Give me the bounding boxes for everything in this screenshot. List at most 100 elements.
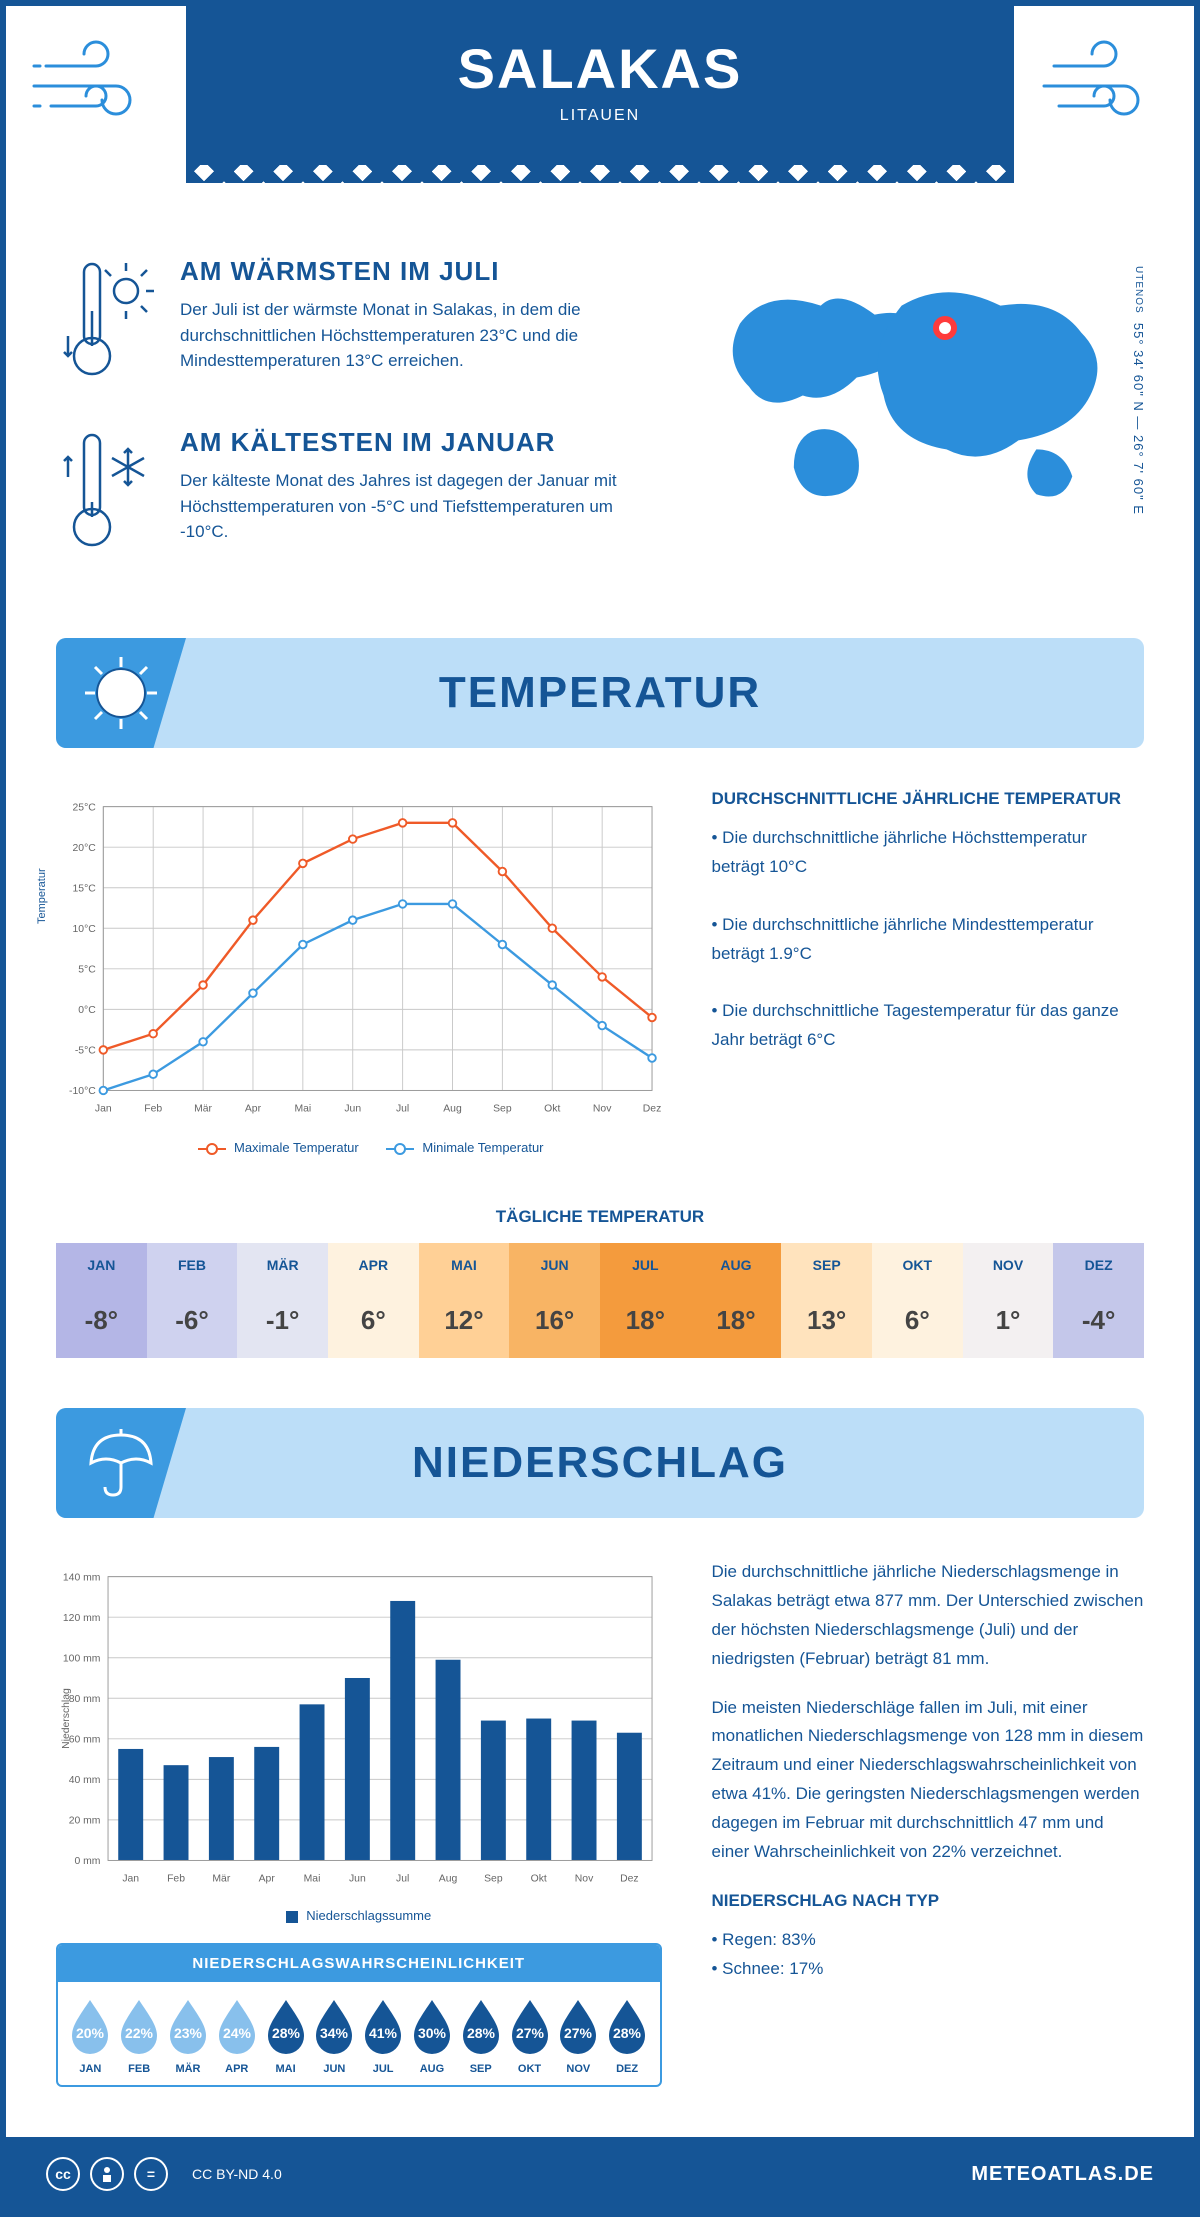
prob-drop: 34% JUN [312,1998,357,2075]
svg-text:Mai: Mai [294,1103,311,1114]
svg-text:28%: 28% [613,2025,642,2041]
svg-text:Jan: Jan [95,1103,112,1114]
svg-text:28%: 28% [272,2025,301,2041]
svg-text:27%: 27% [564,2025,593,2041]
svg-text:10°C: 10°C [73,924,97,935]
sun-icon [56,638,186,748]
cc-license: cc = CC BY-ND 4.0 [46,2157,282,2191]
country-subtitle: LITAUEN [206,107,994,125]
svg-text:Mär: Mär [212,1873,230,1884]
svg-text:20 mm: 20 mm [69,1816,101,1827]
site-name: METEOATLAS.DE [971,2163,1154,2186]
coldest-text: Der kälteste Monat des Jahres ist dagege… [180,468,655,545]
precip-header: NIEDERSCHLAG [56,1408,1144,1518]
svg-text:Aug: Aug [439,1873,458,1884]
precip-bar-chart: 0 mm 20 mm 40 mm 60 mm 80 mm 100 mm 120 mm 140 … [56,1558,662,1898]
svg-text:20°C: 20°C [73,843,97,854]
precip-title: NIEDERSCHLAG [412,1438,788,1488]
svg-text:Okt: Okt [544,1103,560,1114]
svg-text:28%: 28% [467,2025,496,2041]
svg-text:34%: 34% [320,2025,349,2041]
prob-drop: 27% NOV [556,1998,601,2075]
svg-text:140 mm: 140 mm [63,1572,101,1583]
svg-text:5°C: 5°C [78,965,96,976]
prob-drop: 20% JAN [68,1998,113,2075]
intro-section: AM WÄRMSTEN IM JULI Der Juli ist der wär… [6,226,1194,638]
svg-text:-10°C: -10°C [69,1086,96,1097]
svg-text:25°C: 25°C [73,802,97,813]
svg-text:Feb: Feb [167,1873,185,1884]
svg-text:60 mm: 60 mm [69,1735,101,1746]
svg-text:Mai: Mai [304,1873,321,1884]
svg-text:Aug: Aug [443,1103,462,1114]
temperature-stats: DURCHSCHNITTLICHE JÄHRLICHE TEMPERATUR •… [712,788,1145,1167]
svg-text:Apr: Apr [259,1873,276,1884]
header: SALAKAS LITAUEN [6,6,1194,226]
svg-text:0°C: 0°C [78,1005,96,1016]
svg-text:Jun: Jun [349,1873,366,1884]
coordinates: UTENOS 55° 34' 60" N — 26° 7' 60" E [1131,256,1146,525]
title-band: SALAKAS LITAUEN [186,6,1014,165]
svg-text:Apr: Apr [245,1103,262,1114]
coldest-fact: AM KÄLTESTEN IM JANUAR Der kälteste Mona… [56,427,655,562]
svg-text:Jan: Jan [122,1873,139,1884]
svg-text:Nov: Nov [575,1873,594,1884]
temperature-line-chart: Temperatur -10°C-5°C0°C5°C10°C15°C20°C25… [56,788,662,1128]
daily-temp-table: JAN-8°FEB-6°MÄR-1°APR6°MAI12°JUN16°JUL18… [56,1243,1144,1358]
infographic-frame: SALAKAS LITAUEN AM WÄRMSTEN IM JULI Der … [0,0,1200,2217]
svg-text:24%: 24% [223,2025,252,2041]
temperature-content: Temperatur -10°C-5°C0°C5°C10°C15°C20°C25… [6,748,1194,1187]
svg-text:-5°C: -5°C [75,1046,96,1057]
svg-text:100 mm: 100 mm [63,1654,101,1665]
svg-text:Sep: Sep [484,1873,503,1884]
location-marker [933,316,957,340]
svg-text:0 mm: 0 mm [74,1856,100,1867]
prob-drop: 23% MÄR [166,1998,211,2075]
svg-text:Okt: Okt [531,1873,547,1884]
coldest-title: AM KÄLTESTEN IM JANUAR [180,427,655,458]
svg-text:15°C: 15°C [73,884,97,895]
wind-icon [1034,26,1174,146]
svg-text:Niederschlag: Niederschlag [61,1688,72,1749]
svg-text:23%: 23% [174,2025,203,2041]
precip-content: 0 mm 20 mm 40 mm 60 mm 80 mm 100 mm 120 mm 140 … [6,1518,1194,2107]
thermometer-sun-icon [56,256,156,391]
svg-text:120 mm: 120 mm [63,1613,101,1624]
temperature-header: TEMPERATUR [56,638,1144,748]
warmest-text: Der Juli ist der wärmste Monat in Salaka… [180,297,655,374]
svg-text:Dez: Dez [643,1103,661,1114]
cc-icon: cc [46,2157,80,2191]
city-title: SALAKAS [206,36,994,101]
world-map [695,256,1144,526]
prob-drop: 28% MAI [263,1998,308,2075]
thermometer-snow-icon [56,427,156,562]
chart-legend: Maximale Temperatur Minimale Temperatur [56,1128,662,1167]
svg-text:80 mm: 80 mm [69,1694,101,1705]
temperature-title: TEMPERATUR [439,668,761,718]
svg-text:20%: 20% [76,2025,105,2041]
prob-drop: 28% DEZ [605,1998,650,2075]
svg-text:Feb: Feb [144,1103,162,1114]
svg-text:Jul: Jul [396,1103,409,1114]
svg-text:22%: 22% [125,2025,154,2041]
svg-text:27%: 27% [516,2025,545,2041]
svg-text:Jul: Jul [396,1873,409,1884]
prob-drop: 41% JUL [361,1998,406,2075]
warmest-fact: AM WÄRMSTEN IM JULI Der Juli ist der wär… [56,256,655,391]
prob-drop: 27% OKT [507,1998,552,2075]
umbrella-icon [56,1408,186,1518]
warmest-title: AM WÄRMSTEN IM JULI [180,256,655,287]
svg-text:Dez: Dez [620,1873,638,1884]
svg-text:Jun: Jun [344,1103,361,1114]
svg-text:40 mm: 40 mm [69,1775,101,1786]
daily-temp-title: TÄGLICHE TEMPERATUR [6,1207,1194,1227]
wind-icon [26,26,166,146]
footer: cc = CC BY-ND 4.0 METEOATLAS.DE [6,2137,1194,2211]
bar-legend: Niederschlagssumme [56,1908,662,1923]
precip-stats: Die durchschnittliche jährliche Niedersc… [712,1558,1145,2087]
svg-text:Sep: Sep [493,1103,512,1114]
svg-text:41%: 41% [369,2025,398,2041]
nd-icon: = [134,2157,168,2191]
svg-text:30%: 30% [418,2025,447,2041]
prob-drop: 24% APR [214,1998,259,2075]
